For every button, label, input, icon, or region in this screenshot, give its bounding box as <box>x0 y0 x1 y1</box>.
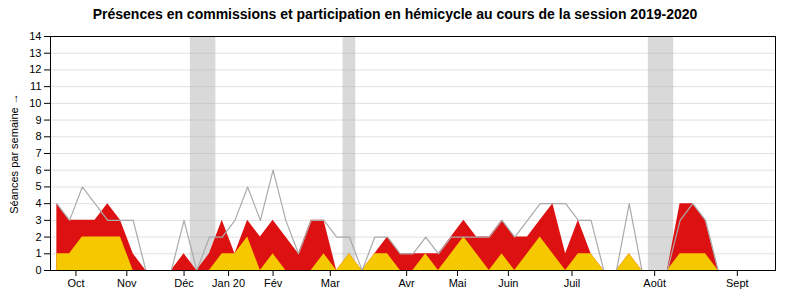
svg-text:6: 6 <box>35 164 41 176</box>
svg-text:7: 7 <box>35 147 41 159</box>
svg-text:3: 3 <box>35 214 41 226</box>
svg-text:13: 13 <box>29 47 41 59</box>
svg-text:14: 14 <box>29 30 41 42</box>
svg-text:11: 11 <box>30 80 41 92</box>
svg-text:12: 12 <box>29 63 41 75</box>
svg-text:1: 1 <box>35 247 41 259</box>
svg-text:Séances par semaine →: Séances par semaine → <box>8 93 20 213</box>
svg-text:Jan 20: Jan 20 <box>212 277 245 289</box>
svg-text:Déc: Déc <box>174 277 194 289</box>
svg-text:4: 4 <box>35 197 41 209</box>
svg-text:8: 8 <box>35 130 41 142</box>
svg-text:Avr: Avr <box>398 277 415 289</box>
svg-text:0: 0 <box>35 264 41 276</box>
svg-text:Juil: Juil <box>564 277 581 289</box>
html-text:Présences en commissions et pa: Présences en commissions et participatio… <box>92 6 698 22</box>
svg-text:5: 5 <box>35 180 41 192</box>
svg-text:Fév: Fév <box>264 277 283 289</box>
svg-text:Juin: Juin <box>498 277 518 289</box>
svg-text:2: 2 <box>35 231 41 243</box>
svg-text:10: 10 <box>29 97 41 109</box>
svg-text:Août: Août <box>643 277 666 289</box>
svg-text:Mai: Mai <box>449 277 467 289</box>
svg-text:Sept: Sept <box>726 277 749 289</box>
svg-text:9: 9 <box>35 114 41 126</box>
svg-text:Nov: Nov <box>117 277 137 289</box>
svg-text:Oct: Oct <box>67 277 84 289</box>
svg-text:Mar: Mar <box>321 277 340 289</box>
